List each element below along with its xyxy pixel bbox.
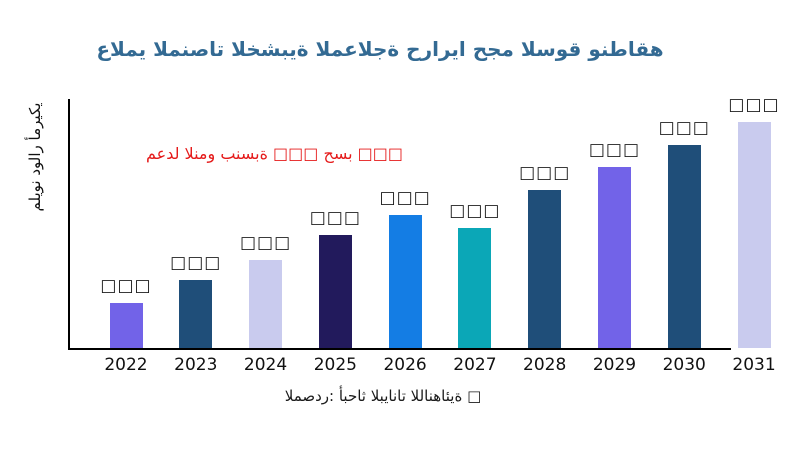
bar-value-label-2025: □□□ bbox=[309, 208, 361, 228]
x-tick-label-2025: 2025 bbox=[313, 355, 357, 375]
x-tick-label-2031: 2031 bbox=[732, 355, 776, 375]
x-tick-label-2026: 2026 bbox=[383, 355, 427, 375]
bar-2026 bbox=[388, 215, 422, 348]
growth-annotation: معدل النمو بنسبة □□□ حسب □□□ bbox=[146, 144, 403, 163]
bar-2031 bbox=[737, 122, 771, 348]
bar-value-label-2022: □□□ bbox=[100, 276, 152, 296]
bar-value-label-2029: □□□ bbox=[588, 140, 641, 160]
bar-value-label-2024: □□□ bbox=[239, 233, 292, 253]
bar-value-label-2023: □□□ bbox=[170, 253, 222, 273]
bar-value-label-2028: □□□ bbox=[519, 163, 571, 183]
bar-value-label-2031: □□□ bbox=[728, 95, 780, 115]
y-axis-line bbox=[68, 99, 70, 350]
bar-2029 bbox=[597, 167, 631, 348]
x-tick-label-2024: 2024 bbox=[243, 355, 288, 375]
x-tick-label-2028: 2028 bbox=[523, 355, 567, 375]
bar-2023 bbox=[179, 280, 213, 348]
x-tick-label-2029: 2029 bbox=[592, 355, 637, 375]
chart-title: عالمي المنصات الخشبية المعالجة حراريا حج… bbox=[96, 37, 664, 61]
bar-2022 bbox=[109, 303, 143, 348]
x-tick-label-2022: 2022 bbox=[104, 355, 148, 375]
bar-2025 bbox=[318, 235, 352, 348]
x-tick-label-2027: 2027 bbox=[453, 355, 497, 375]
source-note: المصدر: أبحاث البيانات اللانهائية □ bbox=[284, 387, 482, 405]
bar-2028 bbox=[528, 190, 562, 348]
bar-value-label-2027: □□□ bbox=[449, 201, 501, 221]
x-tick-label-2023: 2023 bbox=[174, 355, 218, 375]
x-tick-label-2030: 2030 bbox=[662, 355, 706, 375]
bar-2030 bbox=[667, 145, 701, 348]
x-axis-line bbox=[68, 348, 731, 350]
bar-2024 bbox=[249, 260, 283, 348]
bar-2027 bbox=[458, 228, 492, 348]
bar-value-label-2030: □□□ bbox=[658, 118, 710, 138]
bar-value-label-2026: □□□ bbox=[379, 188, 431, 208]
